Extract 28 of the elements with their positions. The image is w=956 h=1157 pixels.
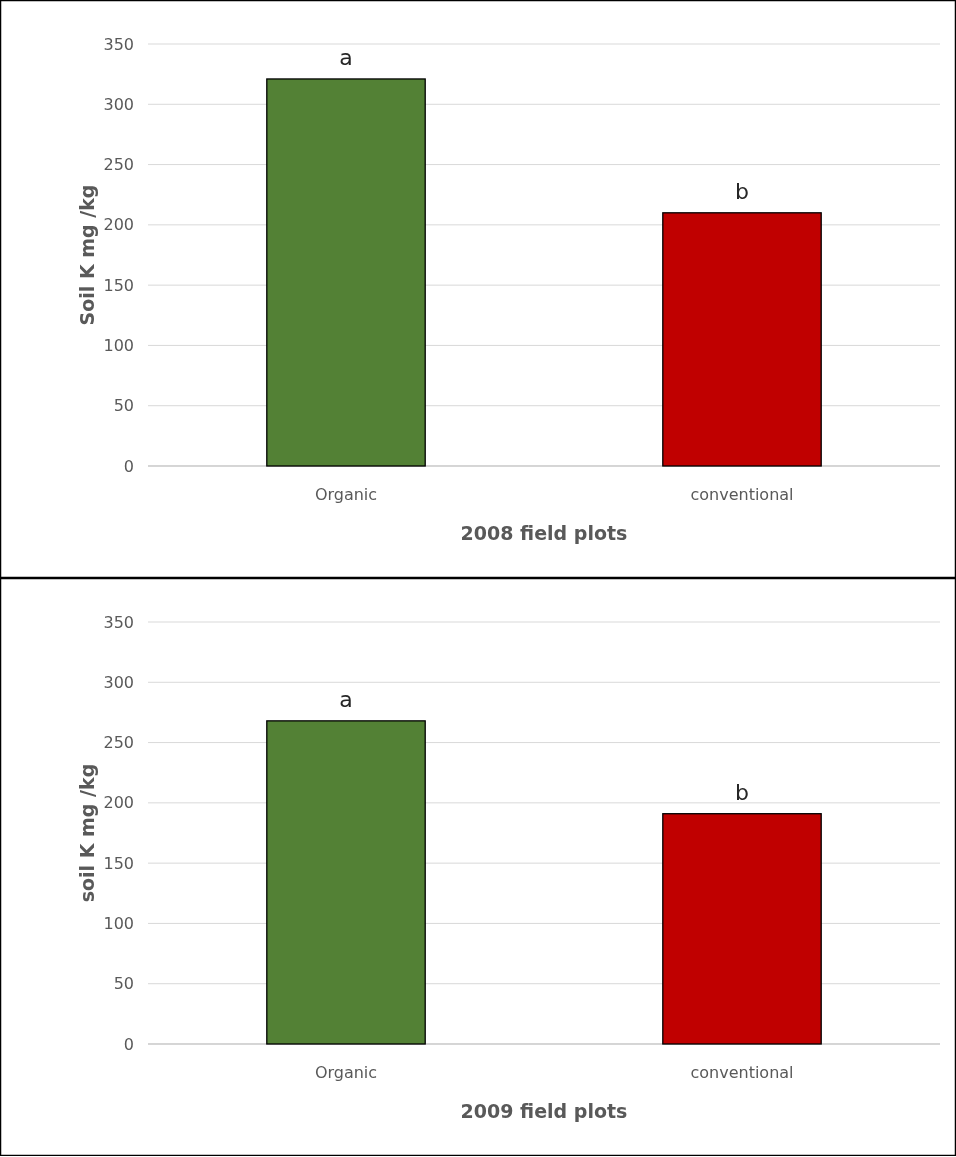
y-tick-label: 200	[103, 215, 134, 235]
annotation: a	[339, 686, 353, 712]
y-tick-label: 100	[103, 336, 134, 356]
x-tick-label: Organic	[314, 1063, 378, 1082]
annotation: a	[339, 44, 353, 70]
annotation: b	[735, 779, 749, 805]
y-tick-label: 300	[103, 672, 134, 692]
y-tick-label: 250	[103, 733, 134, 753]
y-tick-label: 150	[103, 275, 134, 295]
y-tick-label: 50	[113, 396, 134, 416]
x-tick-label: Organic	[314, 485, 378, 504]
y-tick-label: 100	[103, 914, 134, 934]
y-tick-label: 200	[103, 793, 134, 813]
y-tick-label: 50	[113, 974, 134, 994]
y-tick-label: 350	[103, 34, 134, 54]
x-tick-label: conventional	[690, 1063, 794, 1082]
x-axis-title: 2009 field plots	[460, 1100, 628, 1122]
y-tick-label: 0	[123, 1034, 134, 1054]
annotation: b	[735, 178, 749, 204]
x-tick-label: conventional	[690, 485, 794, 504]
y-tick-label: 350	[103, 612, 134, 632]
y-tick-label: 300	[103, 94, 134, 114]
y-tick-label: 250	[103, 155, 134, 175]
y-tick-label: 150	[103, 853, 134, 873]
y-tick-label: 0	[123, 456, 134, 476]
y-axis-title: soil K mg /kg	[76, 763, 98, 903]
x-axis-title: 2008 field plots	[460, 522, 628, 544]
y-axis-title: Soil K mg /kg	[76, 184, 98, 326]
